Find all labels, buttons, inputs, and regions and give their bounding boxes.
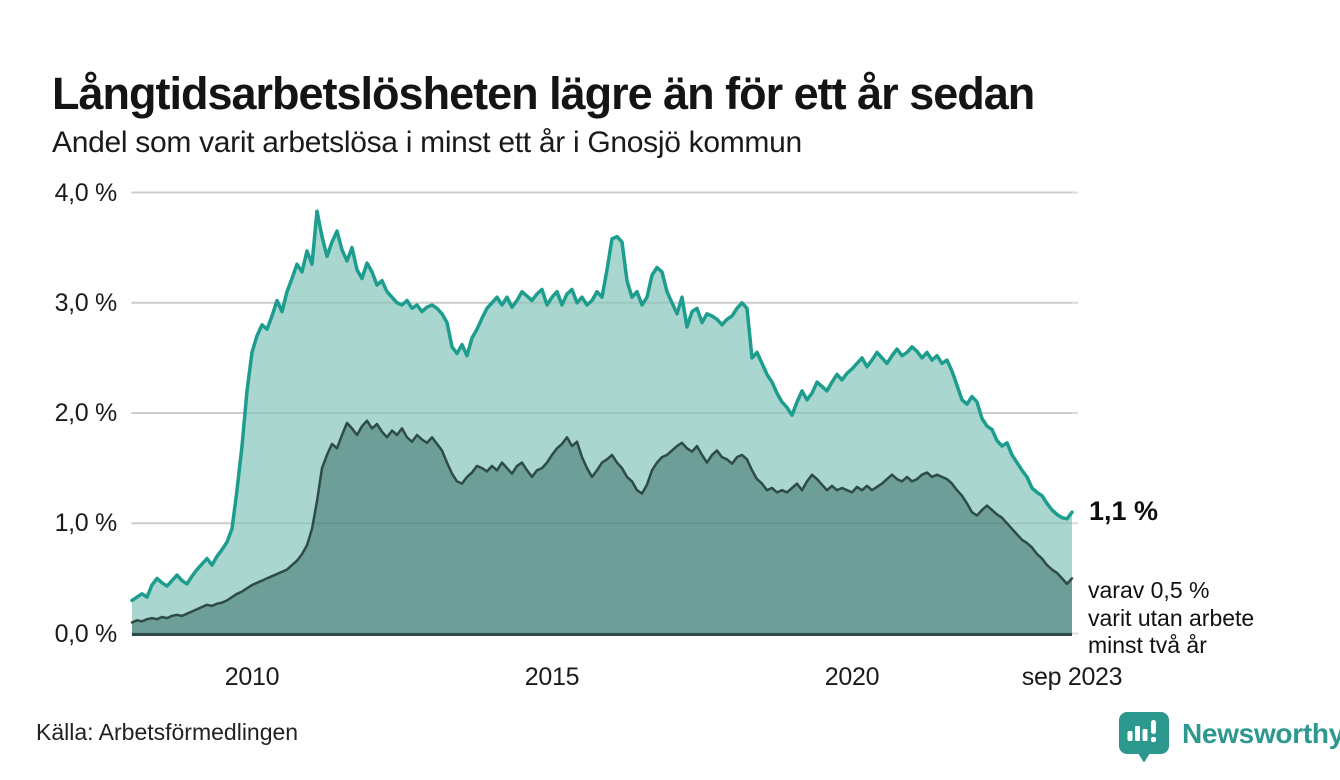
- newsworthy-logo: Newsworthy: [1114, 706, 1340, 766]
- y-tick-label: 4,0 %: [54, 178, 118, 207]
- newsworthy-bars-glyph: [1127, 720, 1156, 742]
- two-year-note: varav 0,5 % varit utan arbete minst två …: [1088, 577, 1254, 660]
- x-tick-label: 2015: [524, 663, 580, 691]
- chart-subtitle: Andel som varit arbetslösa i minst ett å…: [52, 126, 802, 159]
- newsworthy-icon: [1119, 712, 1169, 763]
- y-tick-label: 3,0 %: [54, 288, 118, 317]
- y-tick-label: 0,0 %: [54, 619, 118, 648]
- newsworthy-wordmark: Newsworthy: [1182, 718, 1340, 749]
- x-tick-label: 2020: [824, 663, 880, 691]
- latest-value-label: 1,1 %: [1089, 496, 1159, 526]
- two-year-note-line: varav 0,5 %: [1088, 577, 1210, 603]
- x-tick-label: sep 2023: [1021, 663, 1123, 691]
- y-tick-label: 1,0 %: [54, 509, 118, 538]
- source-label: Källa: Arbetsförmedlingen: [36, 719, 299, 745]
- y-tick-label: 2,0 %: [54, 399, 118, 427]
- two-year-note-line: varit utan arbete: [1088, 604, 1255, 631]
- page-title: Långtidsarbetslösheten lägre än för ett …: [52, 68, 1035, 120]
- two-year-note-line: minst två år: [1088, 632, 1207, 658]
- x-tick-label: 2010: [224, 663, 280, 691]
